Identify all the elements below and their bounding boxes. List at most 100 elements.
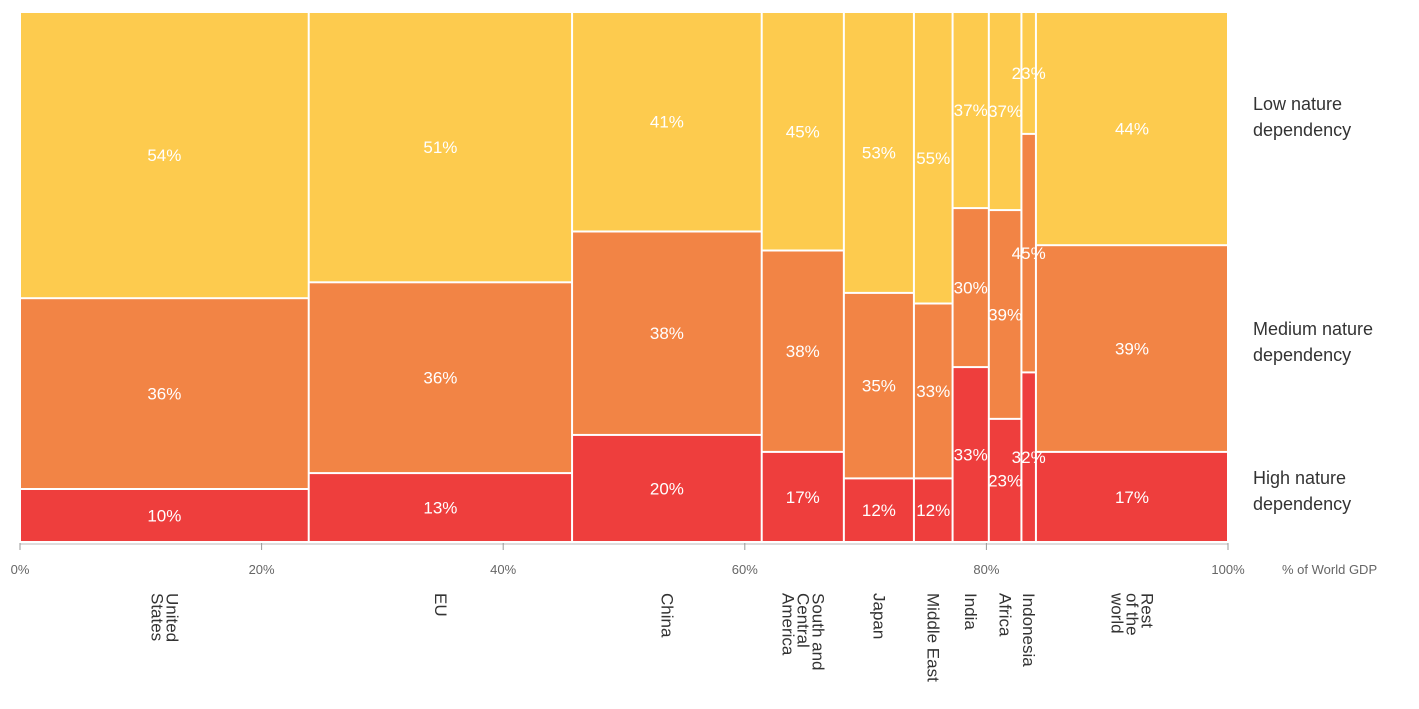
bar-india-low <box>953 13 988 208</box>
bar-india-medium <box>953 209 988 367</box>
x-axis-title: % of World GDP <box>1282 562 1377 577</box>
data-label-united-states-medium: 36% <box>147 385 181 404</box>
x-tick-label-1: 20% <box>249 562 275 577</box>
region-label-south-and-central-america-line-0: South and <box>808 593 827 671</box>
region-label-africa-line-0: Africa <box>996 593 1015 637</box>
bar-middle-east-medium <box>914 304 952 478</box>
region-label-eu: EU <box>431 593 450 617</box>
x-tick-label-5: 100% <box>1211 562 1245 577</box>
region-label-south-and-central-america-line-1: Central <box>793 593 812 648</box>
data-label-china-low: 41% <box>650 113 684 132</box>
bar-china-low <box>573 13 761 231</box>
legend-line-1: Low nature <box>1253 94 1342 114</box>
bar-china-medium <box>573 232 761 434</box>
data-label-china-medium: 38% <box>650 324 684 343</box>
bar-africa-low <box>989 13 1021 210</box>
bar-eu-low <box>309 13 572 282</box>
data-label-india-medium: 30% <box>954 279 988 298</box>
data-label-indonesia-high: 32% <box>1012 448 1046 467</box>
data-label-eu-high: 13% <box>423 499 457 518</box>
data-label-united-states-high: 10% <box>147 507 181 526</box>
region-label-south-and-central-america-line-2: America <box>778 593 797 656</box>
region-label-eu-line-0: EU <box>431 593 450 617</box>
region-label-middle-east: Middle East <box>924 593 943 682</box>
x-tick-label-4: 80% <box>973 562 999 577</box>
region-label-africa: Africa <box>996 593 1015 637</box>
data-label-rest-of-the-world-high: 17% <box>1115 488 1149 507</box>
region-label-rest-of-the-world-line-2: world <box>1107 592 1126 634</box>
bar-rest-of-the-world-high <box>1036 452 1227 541</box>
x-axis: 0% 20% 40% 60% 80% 100% % of World GDP <box>11 543 1377 577</box>
legend-line-1: Medium nature <box>1253 319 1373 339</box>
bar-japan-low <box>844 13 913 292</box>
data-label-africa-medium: 39% <box>988 305 1022 324</box>
data-label-china-high: 20% <box>650 479 684 498</box>
region-label-china-line-0: China <box>657 593 676 638</box>
region-label-united-states-line-0: United <box>162 593 181 642</box>
data-label-south-and-central-america-low: 45% <box>786 122 820 141</box>
bar-india-high <box>953 368 988 541</box>
bar-south-and-central-america-low <box>762 13 843 250</box>
data-label-middle-east-low: 55% <box>916 149 950 168</box>
legend: Low nature dependency Medium nature depende… <box>1253 94 1373 514</box>
data-label-rest-of-the-world-low: 44% <box>1115 120 1149 139</box>
segment-labels-group: 54% 36% 10% 51% 36% 13% 41% 38% 20% 45% 38% 17% 53% 3… <box>147 64 1149 526</box>
legend-label-high-nature-dependency: High nature dependency <box>1253 468 1351 514</box>
x-tick-label-2: 40% <box>490 562 516 577</box>
region-label-japan: Japan <box>869 593 888 639</box>
bar-south-and-central-america-medium <box>762 251 843 451</box>
region-label-rest-of-the-world-line-0: Rest <box>1137 593 1156 628</box>
data-label-eu-medium: 36% <box>423 369 457 388</box>
bar-indonesia-high <box>1022 373 1035 541</box>
bar-africa-medium <box>989 211 1021 418</box>
bar-africa-high <box>989 419 1021 541</box>
region-label-indonesia-line-0: Indonesia <box>1019 593 1038 667</box>
data-label-united-states-low: 54% <box>147 146 181 165</box>
bar-japan-medium <box>844 293 913 478</box>
legend-line-1: High nature <box>1253 468 1346 488</box>
bar-indonesia-medium <box>1022 134 1035 372</box>
data-label-japan-medium: 35% <box>862 377 896 396</box>
bar-eu-medium <box>309 283 572 473</box>
x-tick-label-0: 0% <box>11 562 30 577</box>
data-label-south-and-central-america-high: 17% <box>786 488 820 507</box>
bar-middle-east-high <box>914 479 952 541</box>
data-label-middle-east-medium: 33% <box>916 382 950 401</box>
bar-middle-east-low <box>914 13 952 303</box>
data-label-africa-low: 37% <box>988 102 1022 121</box>
region-label-united-states-line-1: States <box>147 593 166 641</box>
data-label-south-and-central-america-medium: 38% <box>786 342 820 361</box>
legend-line-2: dependency <box>1253 120 1351 140</box>
x-axis-ticks: 0% 20% 40% 60% 80% 100% <box>11 543 1245 577</box>
bar-rest-of-the-world-low <box>1036 13 1227 245</box>
bar-south-and-central-america-high <box>762 452 843 541</box>
region-label-indonesia: Indonesia <box>1019 593 1038 667</box>
bar-united-states-high <box>21 490 308 541</box>
region-label-china: China <box>657 593 676 638</box>
data-label-india-high: 33% <box>954 446 988 465</box>
bar-eu-high <box>309 474 572 541</box>
bar-indonesia-low <box>1022 13 1035 133</box>
region-label-rest-of-the-world-line-1: of the <box>1122 593 1141 636</box>
region-label-india-line-0: India <box>961 593 980 630</box>
x-tick-label-3: 60% <box>732 562 758 577</box>
data-label-indonesia-medium: 45% <box>1012 244 1046 263</box>
legend-line-2: dependency <box>1253 345 1351 365</box>
data-label-india-low: 37% <box>954 101 988 120</box>
bar-united-states-medium <box>21 299 308 488</box>
data-label-rest-of-the-world-medium: 39% <box>1115 340 1149 359</box>
region-label-japan-line-0: Japan <box>869 593 888 639</box>
data-label-indonesia-low: 23% <box>1012 64 1046 83</box>
legend-line-2: dependency <box>1253 494 1351 514</box>
legend-label-low-nature-dependency: Low nature dependency <box>1253 94 1351 140</box>
data-label-middle-east-high: 12% <box>916 501 950 520</box>
data-label-africa-high: 23% <box>988 471 1022 490</box>
data-label-eu-low: 51% <box>423 138 457 157</box>
legend-label-medium-nature-dependency: Medium nature dependency <box>1253 319 1373 365</box>
bar-rest-of-the-world-medium <box>1036 246 1227 451</box>
bar-china-high <box>573 435 761 541</box>
bar-japan-high <box>844 479 913 541</box>
region-label-middle-east-line-0: Middle East <box>924 593 943 682</box>
